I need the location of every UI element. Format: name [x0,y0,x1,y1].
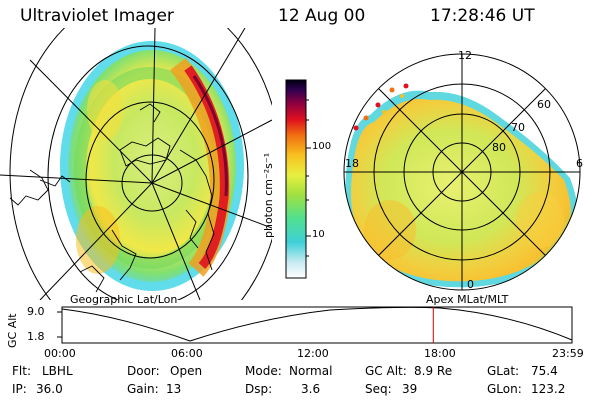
geographic-map [0,28,272,300]
colorbar-unit-label: photon cm⁻²s⁻¹ [262,152,275,238]
door-value: Open [170,364,203,378]
dsp-label: Dsp: [245,382,273,396]
geo-panel-label: Geographic Lat/Lon [70,293,178,306]
gain-label: Gain: [127,382,159,396]
mlat-label-60: 60 [537,98,551,111]
time-tick-2359: 23:59 [552,347,584,360]
colorbar-tick-100: 100 [312,141,332,152]
mlt-label-18: 18 [345,157,359,170]
mode-label: Mode: [245,364,282,378]
altitude-curve [61,306,573,342]
altitude-axis-label: GC Alt [6,313,19,348]
apex-polar-plot [343,53,581,291]
mode-value: Normal [289,364,333,378]
mlt-label-6: 6 [576,157,583,170]
gcalt-label: GC Alt: [365,364,407,378]
glat-label: GLat: [487,364,520,378]
time-tick-0600: 06:00 [171,347,203,360]
colorbar [285,79,307,279]
altitude-tick-min: 1.8 [27,330,45,343]
time-tick-1800: 18:00 [424,347,456,360]
seq-label: Seq: [365,382,392,396]
image-date: 12 Aug 00 [278,6,366,26]
time-tick-0000: 00:00 [44,347,76,360]
gain-value: 13 [166,382,182,396]
glat-value: 75.4 [531,364,558,378]
gcalt-value: 8.9 Re [414,364,453,378]
glon-value: 123.2 [531,382,566,396]
mlat-label-80: 80 [492,141,506,154]
dsp-value: 3.6 [301,382,321,396]
ip-label: IP: [12,382,27,396]
mlt-label-0: 0 [467,278,474,291]
altitude-strip [57,306,573,344]
colorbar-tick-10: 10 [312,229,325,240]
ip-value: 36.0 [36,382,63,396]
mlt-label-12: 12 [458,49,472,62]
flt-value: LBHL [42,364,73,378]
time-tick-1200: 12:00 [297,347,329,360]
instrument-title: Ultraviolet Imager [20,6,174,26]
flt-label: Flt: [12,364,31,378]
mlat-label-70: 70 [511,121,525,134]
coastlines [9,103,215,293]
glon-label: GLon: [487,382,522,396]
seq-value: 39 [402,382,418,396]
altitude-tick-max: 9.0 [27,305,45,318]
door-label: Door: [127,364,160,378]
image-time: 17:28:46 UT [430,6,535,26]
apex-panel-label: Apex MLat/MLT [426,293,509,306]
